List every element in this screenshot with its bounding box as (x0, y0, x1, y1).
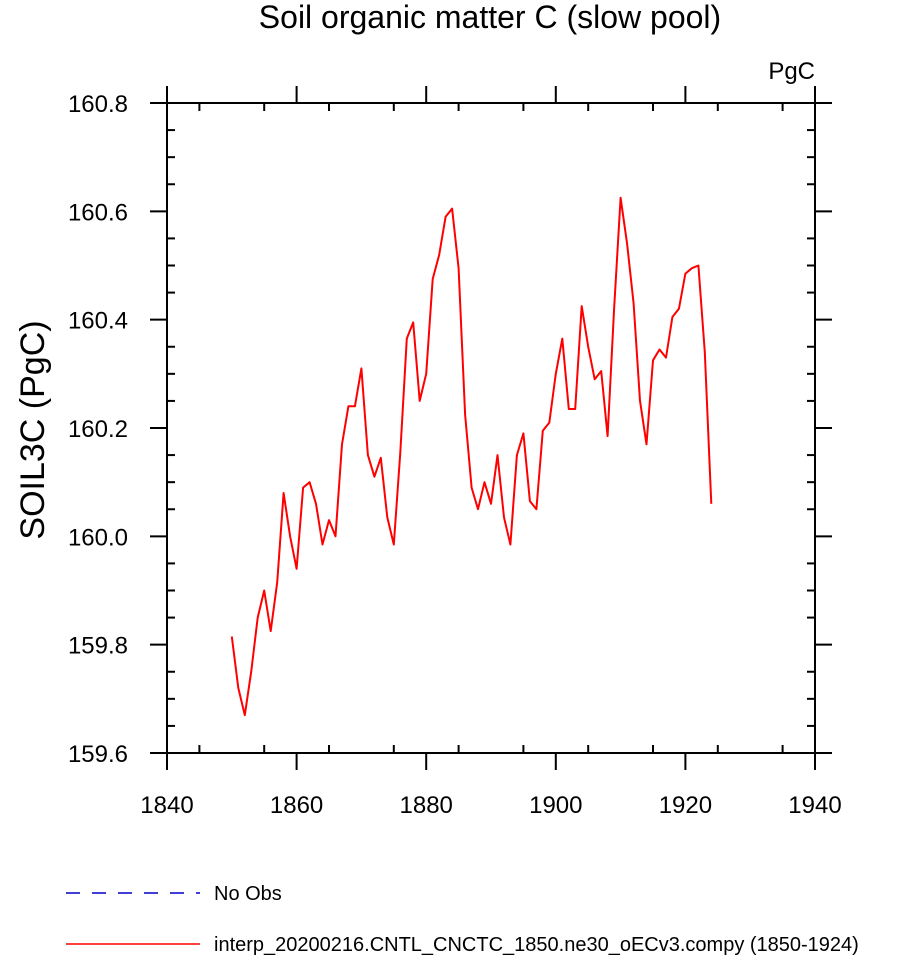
y-tick-label: 160.2 (68, 416, 128, 443)
legend-label-no-obs: No Obs (214, 883, 282, 905)
plot-frame (166, 102, 816, 754)
y-tick-label: 160.8 (68, 91, 128, 118)
axis-tick-labels: 1840 1860 1880 1900 1920 1940 159.6 159.8 160.0 1… (68, 91, 842, 819)
y-tick-label: 159.8 (68, 633, 128, 660)
y-tick-label: 160.6 (68, 199, 128, 226)
x-tick-label: 1840 (140, 792, 193, 819)
chart-title: Soil organic matter C (slow pool) (259, 0, 721, 35)
y-tick-label: 160.4 (68, 308, 128, 335)
axis-ticks (150, 86, 832, 770)
x-tick-label: 1880 (400, 792, 453, 819)
series-group (230, 196, 713, 717)
y-tick-label: 160.0 (68, 524, 128, 551)
y-axis-label: SOIL3C (PgC) (14, 320, 52, 539)
legend: No Obs interp_20200216.CNTL_CNCTC_1850.n… (66, 883, 859, 956)
x-tick-label: 1860 (270, 792, 323, 819)
units-label: PgC (768, 58, 815, 85)
series-line (230, 196, 713, 717)
x-tick-label: 1920 (659, 792, 712, 819)
y-tick-label: 159.6 (68, 741, 128, 768)
x-tick-label: 1900 (529, 792, 582, 819)
x-tick-label: 1940 (788, 792, 841, 819)
legend-label-model: interp_20200216.CNTL_CNCTC_1850.ne30_oEC… (214, 934, 859, 956)
